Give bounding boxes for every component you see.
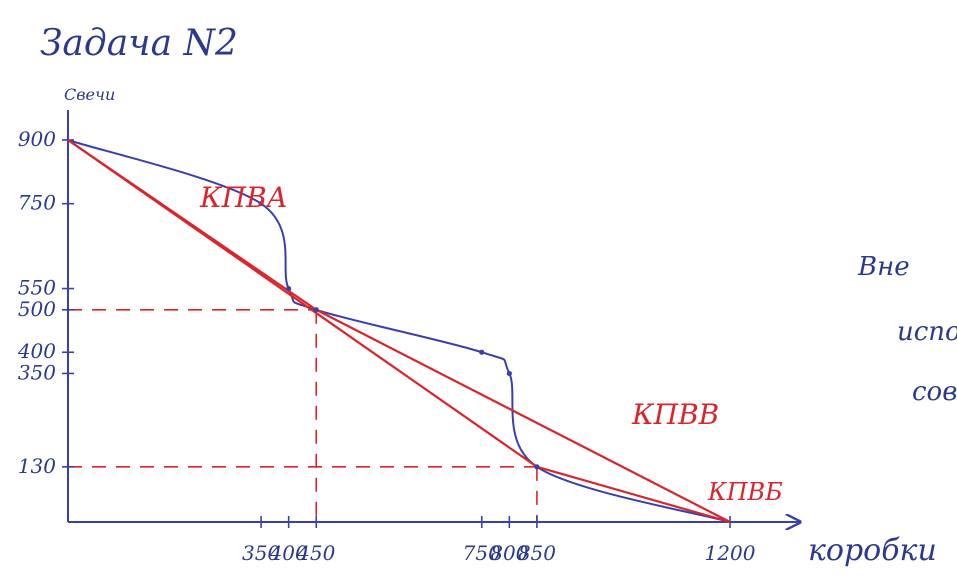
guide-lines	[68, 308, 538, 522]
y-tick-label-0: 900	[18, 127, 56, 151]
y-axis-label: Свечи	[64, 85, 115, 104]
curve-points	[258, 201, 540, 470]
curve-point-1	[286, 285, 292, 292]
y-tick-label-6: 130	[18, 454, 56, 478]
series-layer	[67, 139, 731, 524]
side-note-line-1: Вне	[857, 252, 910, 282]
label-kpvv: КПВВ	[631, 398, 719, 431]
series-line-3	[536, 465, 731, 524]
y-tick-label-5: 350	[18, 360, 56, 384]
x-tick-label-5: 850	[518, 541, 556, 565]
series-curve	[67, 139, 731, 523]
y-tick-label-3: 500	[18, 297, 56, 321]
x-tick-label-4: 800	[490, 541, 528, 565]
page-heading: Задача N2	[40, 23, 238, 64]
series-line-2	[67, 139, 538, 468]
side-note-line-3: сов	[912, 377, 957, 407]
curve-point-4	[506, 370, 512, 377]
curve-point-0	[258, 201, 264, 207]
x-axis-label: коробки	[808, 533, 937, 568]
x-tick-label-3: 750	[463, 541, 501, 565]
x-tick-label-1: 400	[269, 541, 308, 565]
side-note-line-2: испо	[897, 317, 957, 347]
x-tick-label-2: 450	[296, 541, 335, 565]
x-tick-label-6: 1200	[705, 541, 756, 565]
curve-point-3	[479, 349, 485, 355]
curve-point-5	[534, 464, 540, 470]
y-tick-label-2: 550	[18, 276, 56, 300]
label-kpvb: КПВБ	[707, 478, 783, 506]
x-tick-label-0: 350	[242, 541, 280, 565]
y-tick-label-1: 750	[18, 191, 56, 215]
curve-point-2	[313, 307, 319, 313]
y-tick-label-4: 400	[17, 339, 56, 363]
label-kpva: КПВА	[199, 181, 288, 214]
